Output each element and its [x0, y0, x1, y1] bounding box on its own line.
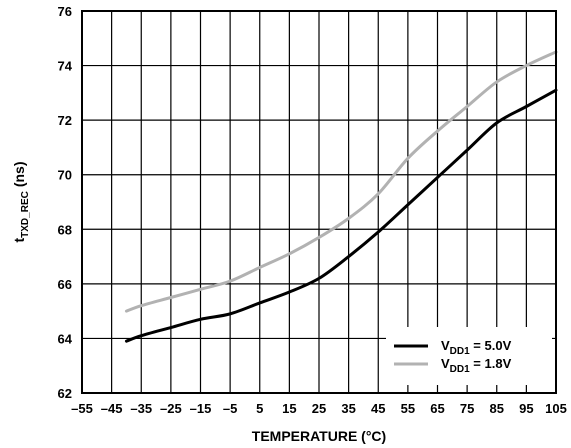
x-tick-label: –45 — [101, 401, 123, 416]
y-axis-title-unit: (ns) — [11, 161, 27, 187]
y-tick-label: 62 — [58, 386, 72, 401]
x-tick-label: 75 — [460, 401, 474, 416]
x-tick-label: –25 — [160, 401, 182, 416]
legend-box — [386, 327, 552, 385]
series-lines — [124, 50, 558, 343]
y-tick-label: 74 — [58, 59, 73, 74]
x-tick-label: 105 — [545, 401, 567, 416]
legend-label-5v-prefix: V — [441, 338, 450, 353]
y-tick-label: 68 — [58, 222, 72, 237]
legend-label-5v-subscript: DD1 — [450, 346, 470, 357]
legend: VDD1 = 5.0V VDD1 = 1.8V — [386, 327, 552, 385]
y-tick-label: 76 — [58, 4, 72, 19]
y-axis-title: tTXD_REC (ns) — [11, 161, 31, 242]
y-tick-label: 64 — [58, 331, 73, 346]
legend-label-1p8v-subscript: DD1 — [450, 364, 470, 375]
x-tick-label: 65 — [430, 401, 444, 416]
legend-label-5v-suffix: = 5.0V — [470, 338, 512, 353]
plot-area-border — [81, 10, 557, 394]
y-tick-label: 72 — [58, 113, 72, 128]
y-tick-label: 66 — [58, 277, 72, 292]
series-line-5v — [124, 88, 558, 343]
x-tick-label: 35 — [341, 401, 355, 416]
y-axis-title-subscript: TXD_REC — [20, 191, 31, 238]
y-tick-label: 70 — [58, 168, 72, 183]
x-tick-label: –55 — [71, 401, 93, 416]
x-tick-label: 85 — [490, 401, 504, 416]
x-axis-tick-labels: –55 –45 –35 –25 –15 –5 5 15 25 35 45 55 65 75 85 95 105 — [71, 401, 567, 416]
x-tick-label: 5 — [256, 401, 263, 416]
legend-label-1p8v: VDD1 = 1.8V — [441, 356, 512, 375]
legend-label-1p8v-suffix: = 1.8V — [470, 356, 512, 371]
series-line-1p8v — [124, 50, 558, 313]
legend-label-5v: VDD1 = 5.0V — [441, 338, 512, 357]
legend-label-1p8v-prefix: V — [441, 356, 450, 371]
y-axis-tick-labels: 62 64 66 68 70 72 74 76 — [58, 4, 73, 401]
x-tick-label: 45 — [371, 401, 385, 416]
x-tick-label: –35 — [130, 401, 152, 416]
x-tick-label: –5 — [223, 401, 237, 416]
x-axis-title: TEMPERATURE (°C) — [252, 428, 386, 444]
x-tick-label: 95 — [519, 401, 533, 416]
x-tick-label: 15 — [282, 401, 296, 416]
x-tick-label: 25 — [312, 401, 326, 416]
y-axis-title-main: t — [11, 238, 27, 243]
x-tick-label: 55 — [401, 401, 415, 416]
x-tick-label: –15 — [190, 401, 212, 416]
